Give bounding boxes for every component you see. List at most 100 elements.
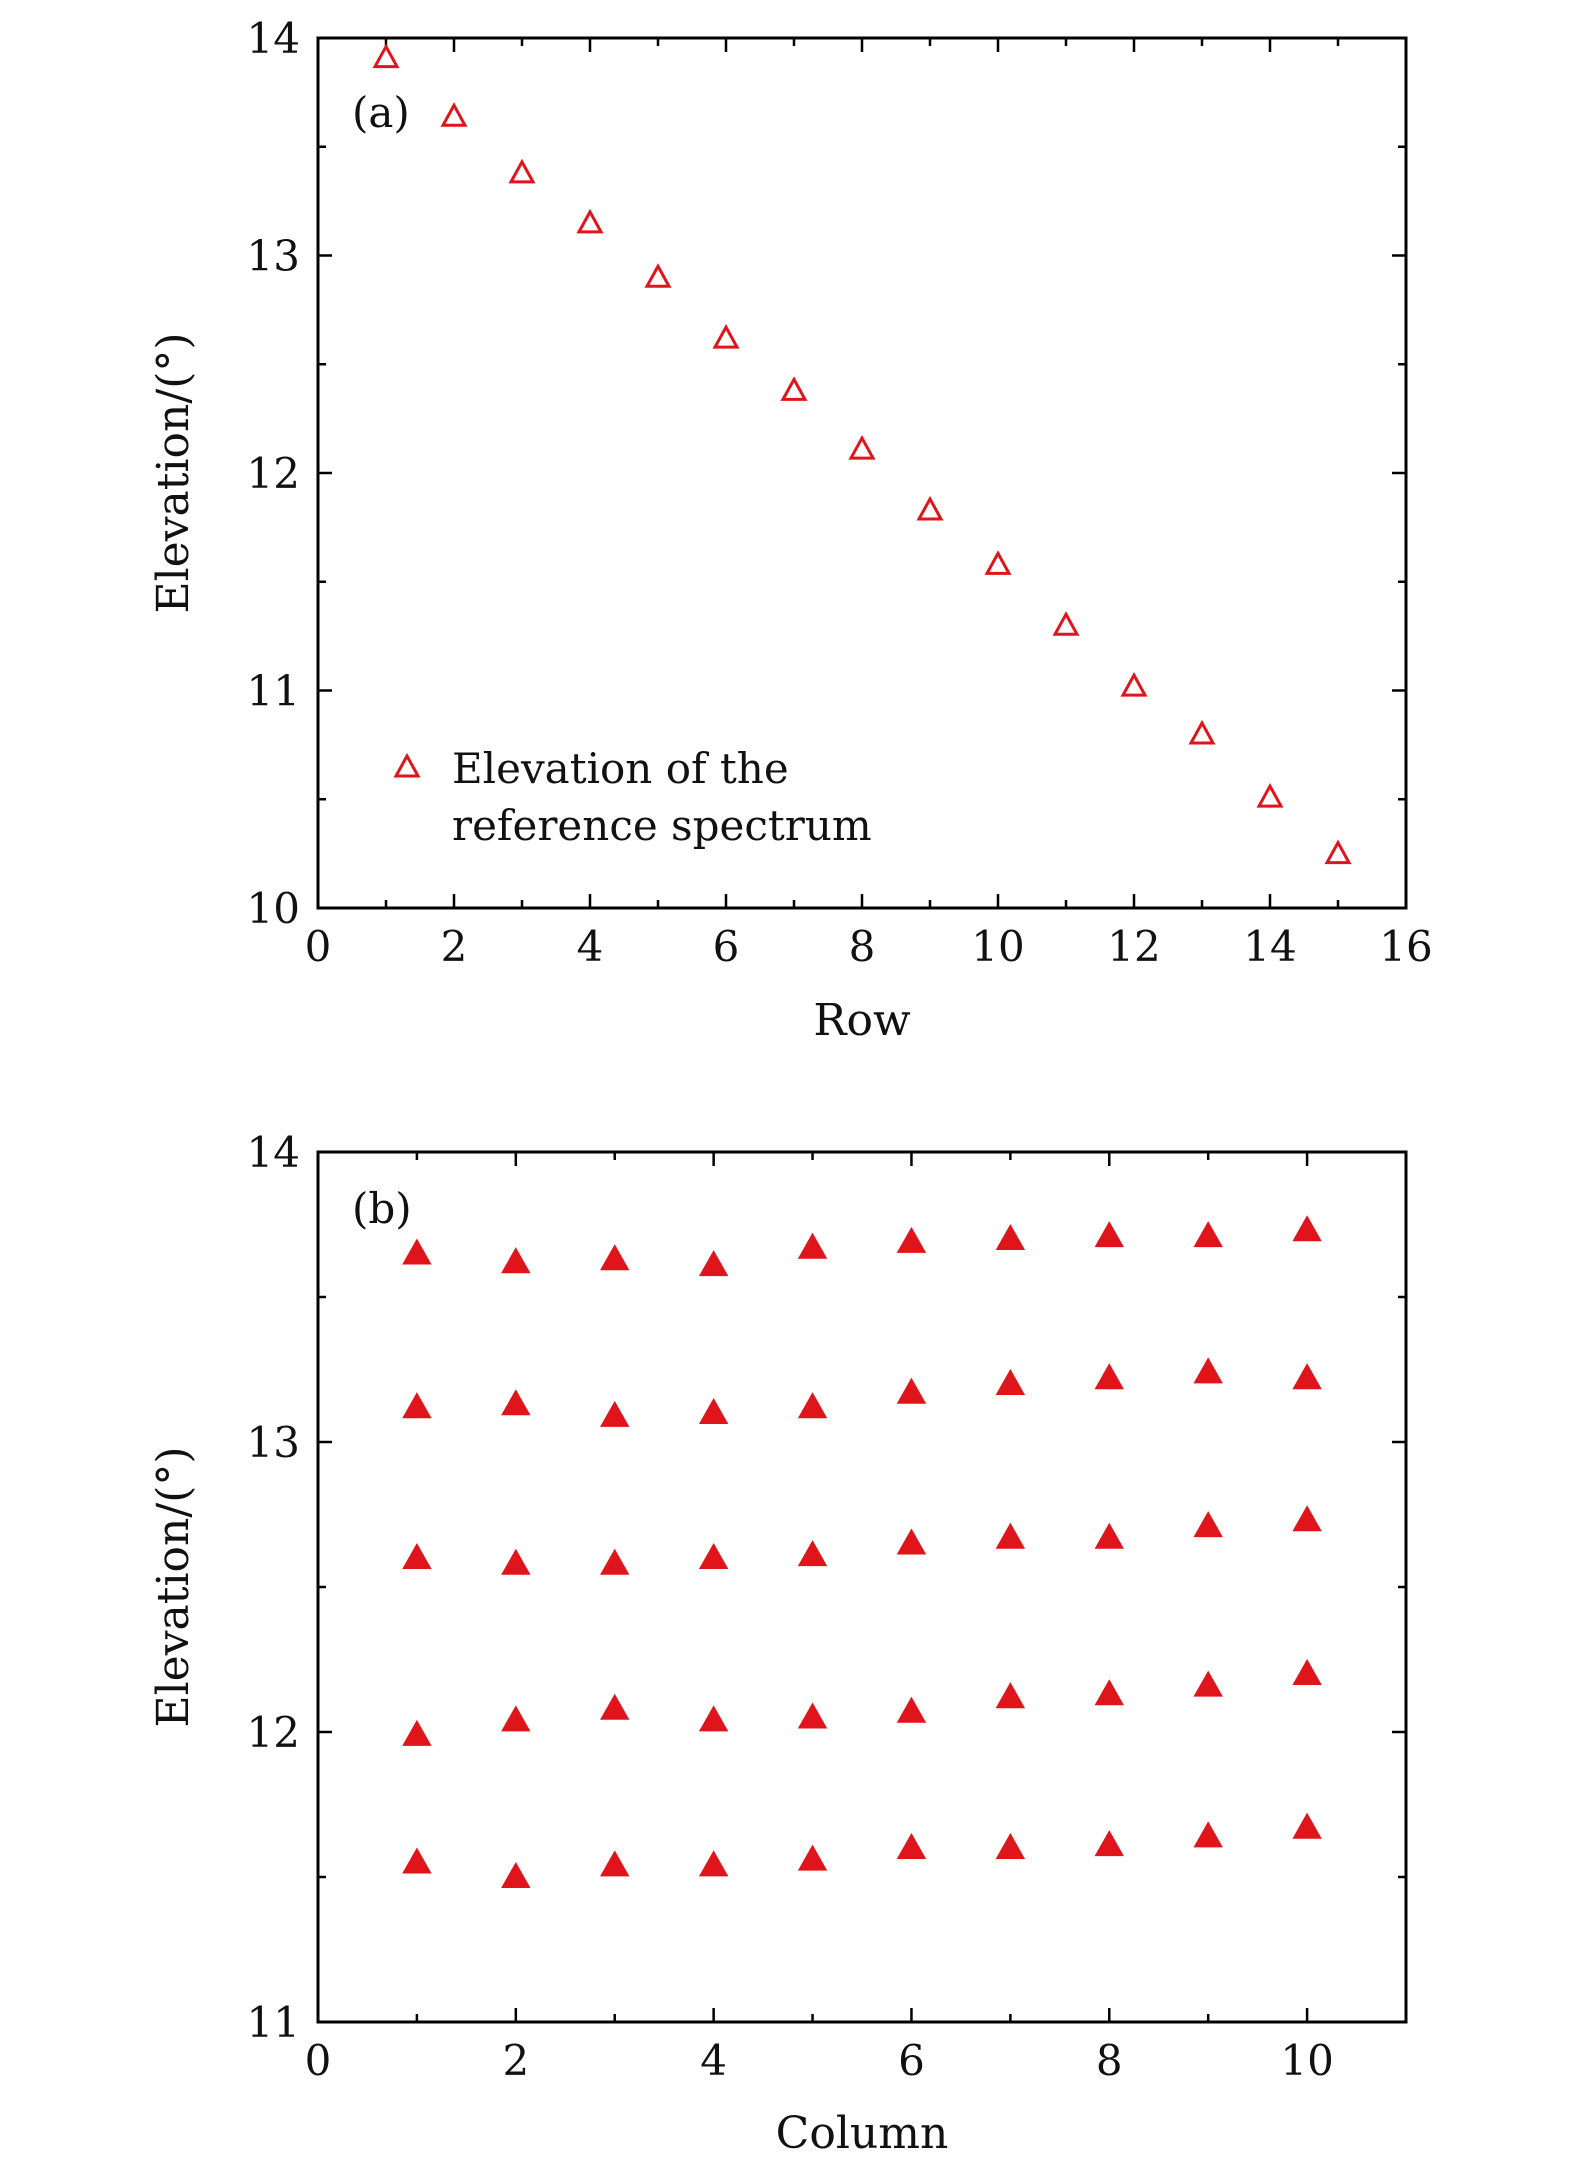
data-point-row-5-col-8 <box>1094 1830 1124 1857</box>
data-point-row-3 <box>508 158 536 184</box>
data-point-row-1-col-7 <box>995 1223 1026 1250</box>
data-point-row-1 <box>372 43 400 69</box>
data-point-row-4-col-4 <box>698 1705 729 1732</box>
panel-a-label: (a) <box>352 88 410 137</box>
data-point-row-1-col-1 <box>402 1238 432 1265</box>
panel-b-label: (b) <box>352 1184 412 1233</box>
data-point-row-3-col-7 <box>995 1522 1026 1549</box>
data-point-row-1-col-5 <box>797 1232 828 1259</box>
data-point-row-2-col-10 <box>1292 1363 1322 1390</box>
data-point-row-2-col-6 <box>896 1377 927 1404</box>
data-point-row-4-col-1 <box>402 1719 432 1746</box>
data-point-row-3-col-2 <box>501 1548 531 1575</box>
data-point-row-15 <box>1324 839 1352 865</box>
data-point-row-3-col-3 <box>600 1548 630 1575</box>
data-point-row-2-col-2 <box>501 1389 531 1416</box>
data-point-row-9 <box>916 495 944 521</box>
data-point-row-4-col-9 <box>1193 1670 1223 1697</box>
data-point-row-3-col-1 <box>402 1542 432 1569</box>
data-point-row-5-col-7 <box>995 1832 1026 1859</box>
data-point-row-12 <box>1120 672 1148 697</box>
panel-b-data-points <box>402 1215 1322 1888</box>
data-point-row-4-col-7 <box>995 1682 1026 1709</box>
data-point-row-4-col-3 <box>600 1693 630 1720</box>
data-point-row-3-col-6 <box>896 1528 927 1555</box>
y-tick-label: 10 <box>247 884 300 933</box>
data-point-row-3-col-8 <box>1094 1522 1124 1549</box>
x-tick-label: 10 <box>1280 2036 1333 2085</box>
y-tick-label: 14 <box>247 1128 300 1177</box>
data-point-row-1-col-6 <box>896 1226 927 1253</box>
y-tick-label: 12 <box>247 449 300 498</box>
x-tick-label: 2 <box>441 922 468 971</box>
data-point-row-2-col-4 <box>698 1397 729 1424</box>
y-tick-label: 11 <box>247 1998 300 2047</box>
legend-text-line-1: Elevation of the <box>452 744 789 793</box>
x-tick-label: 4 <box>700 2036 727 2085</box>
y-tick-label: 13 <box>247 1418 300 1467</box>
data-point-row-5-col-9 <box>1193 1821 1223 1848</box>
data-point-row-2-col-7 <box>995 1368 1026 1395</box>
data-point-row-14 <box>1256 782 1284 808</box>
data-point-row-3-col-9 <box>1193 1511 1223 1538</box>
data-point-row-4-col-5 <box>797 1702 828 1729</box>
data-point-row-4-col-2 <box>501 1705 531 1732</box>
data-point-row-2-col-1 <box>402 1392 432 1419</box>
legend-text-line-2: reference spectrum <box>452 801 872 850</box>
data-point-row-4-col-10 <box>1292 1658 1322 1685</box>
data-point-row-8 <box>848 434 876 460</box>
data-point-row-1-col-4 <box>698 1250 729 1277</box>
data-point-row-5-col-6 <box>896 1832 927 1859</box>
data-point-row-4 <box>576 208 604 234</box>
data-point-row-3-col-5 <box>797 1540 828 1567</box>
x-tick-label: 8 <box>849 922 876 971</box>
data-point-row-7 <box>780 376 808 401</box>
panel-b-tick-labels: 0 2 4 6 8 10 11 12 13 14 <box>247 1128 1334 2085</box>
panel-b-ticks <box>316 1150 1408 2024</box>
data-point-row-5-col-5 <box>797 1844 828 1871</box>
data-point-row-2-col-3 <box>600 1400 630 1427</box>
x-tick-label: 2 <box>502 2036 529 2085</box>
panel-b-y-axis-title: Elevation/(°) <box>148 1446 199 1727</box>
data-point-row-1-col-9 <box>1193 1221 1223 1248</box>
data-point-row-3-col-10 <box>1292 1505 1322 1532</box>
data-point-row-1-col-8 <box>1094 1221 1124 1248</box>
panel-a: 0 2 4 6 8 10 12 14 16 10 11 12 13 14 (a) Row Elevatio… <box>148 14 1433 1046</box>
data-point-row-2-col-5 <box>797 1392 828 1419</box>
data-point-row-11 <box>1052 611 1080 636</box>
y-tick-label: 13 <box>247 232 300 281</box>
data-point-row-1-col-10 <box>1292 1215 1322 1242</box>
panel-a-data-points <box>372 43 1352 865</box>
data-point-row-2-col-8 <box>1094 1363 1124 1390</box>
panel-b-plot-frame <box>316 1150 1408 2024</box>
data-point-row-13 <box>1188 719 1216 745</box>
data-point-row-5 <box>644 263 672 288</box>
x-tick-label: 10 <box>971 922 1024 971</box>
x-tick-label: 4 <box>577 922 604 971</box>
data-point-row-5-col-10 <box>1292 1812 1322 1839</box>
panel-a-legend: Elevation of the reference spectrum <box>393 744 872 850</box>
panel-a-y-axis-title: Elevation/(°) <box>148 332 199 613</box>
data-point-row-5-col-4 <box>698 1850 729 1877</box>
x-tick-label: 6 <box>713 922 740 971</box>
data-point-row-1-col-3 <box>600 1244 630 1271</box>
data-point-row-5-col-3 <box>600 1850 630 1877</box>
data-point-row-5-col-2 <box>501 1861 531 1888</box>
x-tick-label: 0 <box>305 2036 332 2085</box>
x-tick-label: 6 <box>898 2036 925 2085</box>
panel-b-x-axis-title: Column <box>776 2108 949 2159</box>
x-tick-label: 12 <box>1107 922 1160 971</box>
y-tick-label: 12 <box>247 1708 300 1757</box>
panel-a-x-axis-title: Row <box>813 995 911 1046</box>
panel-b: 0 2 4 6 8 10 11 12 13 14 (b) Column Elevation/(°) <box>148 1128 1408 2159</box>
legend-marker-open-triangle <box>393 752 421 778</box>
x-tick-label: 0 <box>305 922 332 971</box>
x-tick-label: 8 <box>1096 2036 1123 2085</box>
data-point-row-10 <box>984 550 1012 575</box>
x-tick-label: 16 <box>1379 922 1432 971</box>
data-point-row-2-col-9 <box>1193 1357 1223 1384</box>
data-point-row-1-col-2 <box>501 1247 531 1274</box>
data-point-row-3-col-4 <box>698 1542 729 1569</box>
x-tick-label: 14 <box>1243 922 1296 971</box>
